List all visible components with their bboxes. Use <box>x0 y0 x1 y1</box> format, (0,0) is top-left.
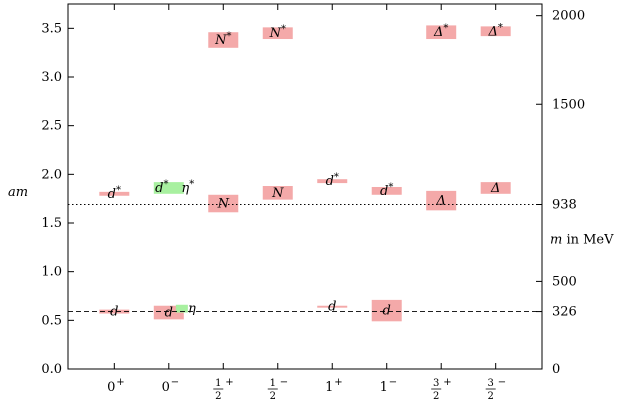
state-label: d* <box>155 179 168 196</box>
parity-superscript: + <box>116 377 124 388</box>
state-label: N <box>271 186 284 201</box>
plot-frame <box>67 3 543 370</box>
x-tick-label: 3 2− <box>485 377 506 402</box>
frac-denominator: 2 <box>433 391 439 402</box>
state-label: N <box>217 197 230 212</box>
state-label: d <box>328 300 336 315</box>
frac-numerator: 1 <box>215 378 221 389</box>
state-bar <box>317 305 348 308</box>
left-tick-label: 0.5 <box>41 313 62 328</box>
left-tick-label: 2.5 <box>41 119 62 134</box>
x-axis: 0 +0−12+ 12− 1 +1−32+ 32− <box>107 4 506 402</box>
state-label: Δ* <box>433 23 448 40</box>
state-label: Δ* <box>487 22 502 39</box>
state-label-secondary: η* <box>181 179 194 196</box>
right-tick-label: 500 <box>552 274 577 289</box>
spin-number: 0 <box>162 380 170 395</box>
state-label: N* <box>269 24 286 41</box>
state-label: Δ <box>490 181 500 196</box>
left-axis-label: am <box>8 185 28 200</box>
right-axis: 0 326 500 938 1500 2000 <box>536 9 585 377</box>
parity-superscript: − <box>498 377 506 388</box>
x-tick-label: 0− <box>162 377 180 395</box>
state-bar <box>426 190 457 211</box>
state-bar <box>480 26 511 37</box>
x-tick-label: 3 2 + <box>431 377 452 402</box>
state-label: d <box>165 306 173 321</box>
state-bar <box>317 179 348 184</box>
state-bar <box>153 182 184 194</box>
right-tick-label: 326 <box>552 305 577 320</box>
parity-superscript: − <box>389 377 397 388</box>
state-bar <box>208 32 239 48</box>
x-tick-label: 1 + <box>325 377 343 395</box>
state-label: d <box>110 305 118 320</box>
right-tick-label: 938 <box>552 198 577 213</box>
parity-superscript: + <box>225 377 233 388</box>
spin-number: 1 <box>325 380 333 395</box>
spin-number: 1 <box>380 380 388 395</box>
state-bar <box>371 299 402 322</box>
left-tick-label: 1.5 <box>41 216 62 231</box>
parity-superscript: − <box>171 377 179 388</box>
x-tick-label: 1 2 + <box>213 377 234 402</box>
spin-number: 0 <box>107 380 115 395</box>
state-bar <box>99 309 130 314</box>
state-label: η <box>188 302 196 317</box>
left-tick-label: 0.0 <box>41 362 62 377</box>
state-label: d* <box>380 182 393 199</box>
right-axis-label: m in MeV <box>550 233 614 248</box>
state-label: d <box>383 304 391 319</box>
frac-denominator: 2 <box>270 391 276 402</box>
frac-numerator: 1 <box>270 378 276 389</box>
left-tick-label: 1.0 <box>41 265 62 280</box>
frac-denominator: 2 <box>215 391 221 402</box>
state-bar <box>99 191 130 196</box>
parity-superscript: − <box>280 377 288 388</box>
state-bar <box>480 182 511 194</box>
left-tick-label: 2.0 <box>41 167 62 182</box>
state-bars <box>99 25 511 322</box>
parity-superscript: + <box>334 377 342 388</box>
right-tick-label: 0 <box>552 362 560 377</box>
left-tick-label: 3.5 <box>41 21 62 36</box>
state-bar <box>175 304 188 313</box>
state-bar <box>426 25 457 40</box>
x-tick-label: 1 2− <box>267 377 288 402</box>
reference-lines <box>68 204 542 313</box>
state-label: N* <box>214 31 231 48</box>
x-tick-label: 1− <box>380 377 398 395</box>
state-label: Δ <box>436 194 446 209</box>
x-tick-label: 0 + <box>107 377 125 395</box>
state-bar <box>262 27 293 40</box>
state-bar <box>208 194 239 213</box>
parity-superscript: + <box>443 377 451 388</box>
state-bar <box>371 186 402 195</box>
state-label: d* <box>326 172 339 189</box>
state-label: d* <box>108 185 121 202</box>
right-tick-label: 2000 <box>552 9 585 24</box>
state-labels: dd*d ηd* η*NN*NN*dd*dd*ΔΔ*ΔΔ* <box>108 22 503 320</box>
frac-numerator: 3 <box>488 378 494 389</box>
left-axis: 0.0 0.5 1.0 1.5 2.0 2.5 3.0 3.5 <box>41 21 74 377</box>
frac-numerator: 3 <box>433 378 439 389</box>
frac-denominator: 2 <box>488 391 494 402</box>
right-tick-label: 1500 <box>552 97 585 112</box>
left-tick-label: 3.0 <box>41 70 62 85</box>
state-bar <box>262 186 293 200</box>
